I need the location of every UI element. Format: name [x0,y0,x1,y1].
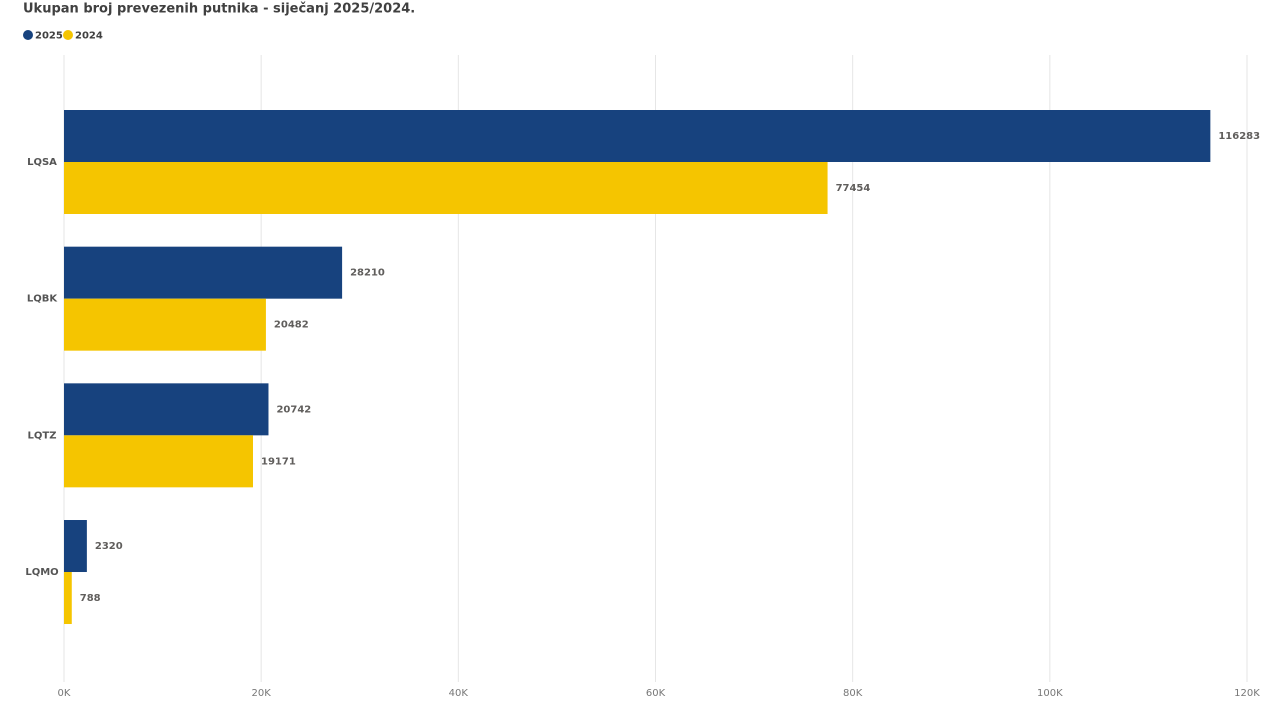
data-label: 28210 [350,268,385,279]
bar [64,383,269,436]
y-tick-label: LQSA [27,157,57,168]
data-label: 116283 [1218,131,1260,142]
legend-label: 2024 [75,31,103,42]
x-tick-label: 20K [252,688,272,699]
bar [64,162,828,214]
data-label: 20742 [276,404,311,415]
bar [64,435,253,488]
x-tick-label: 0K [58,688,71,699]
bar [64,110,1211,162]
legend-label: 2025 [35,31,63,42]
legend-marker [63,30,73,40]
data-label: 2320 [95,541,123,552]
data-label: 788 [80,593,101,604]
y-tick-label: LQTZ [28,430,57,441]
bar [64,572,72,625]
legend-marker [23,30,33,40]
x-tick-label: 60K [646,688,666,699]
data-label: 20482 [274,320,309,331]
chart-title: Ukupan broj prevezenih putnika - siječan… [23,2,415,17]
x-tick-label: 120K [1234,688,1260,699]
y-tick-label: LQMO [25,567,58,578]
x-tick-label: 40K [449,688,469,699]
x-tick-label: 80K [843,688,863,699]
bar [64,520,87,573]
y-tick-label: LQBK [27,294,58,305]
data-label: 77454 [836,183,871,194]
bar [64,298,266,351]
x-tick-label: 100K [1037,688,1063,699]
data-label: 19171 [261,456,296,467]
bar [64,246,343,299]
